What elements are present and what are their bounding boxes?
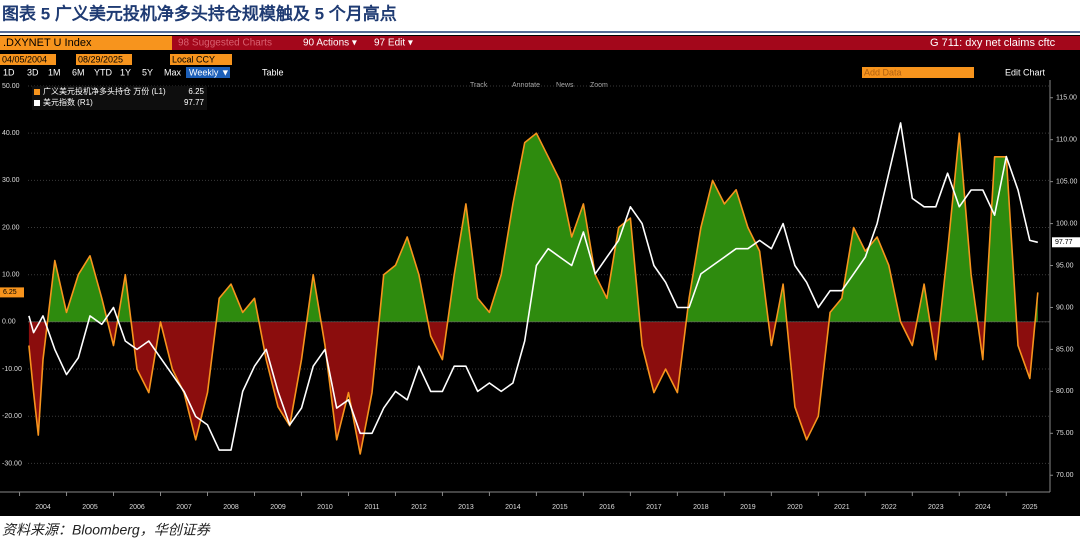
y-tick-label: 0.00 <box>2 319 16 326</box>
y-tick-label: 30.00 <box>2 177 20 184</box>
y-tick-label: -20.00 <box>2 413 22 420</box>
x-tick-label: 2020 <box>787 504 803 511</box>
y-tick-label: 50.00 <box>2 83 20 90</box>
frequency-box[interactable] <box>186 67 230 78</box>
x-tick-label: 2016 <box>599 504 615 511</box>
y-tick-label: -10.00 <box>2 366 22 373</box>
period-button[interactable]: 1Y <box>120 67 131 77</box>
y-tick-label: -30.00 <box>2 460 22 467</box>
chart-tool[interactable]: News <box>556 82 574 89</box>
last-value-label: 6.25 <box>3 289 17 296</box>
period-button[interactable]: 1M <box>48 67 61 77</box>
legend-value: 6.25 <box>188 87 204 96</box>
ticker[interactable]: .DXYNET U Index <box>3 37 92 49</box>
y2-tick-label: 75.00 <box>1056 430 1074 437</box>
y2-tick-label: 90.00 <box>1056 304 1074 311</box>
period-button[interactable]: 3D <box>27 67 39 77</box>
legend-label: 美元指数 (R1) <box>43 97 93 107</box>
currency-box[interactable] <box>170 54 232 65</box>
chart-tool[interactable]: Track <box>470 82 488 89</box>
x-tick-label: 2024 <box>975 504 991 511</box>
edit-menu[interactable]: 97 Edit ▾ <box>374 38 413 49</box>
y-tick-label: 10.00 <box>2 272 20 279</box>
x-tick-label: 2011 <box>364 504 379 511</box>
x-tick-label: 2018 <box>693 504 709 511</box>
currency[interactable]: Local CCY <box>172 54 215 64</box>
period-button[interactable]: 6M <box>72 67 85 77</box>
last-value-tag <box>1052 237 1080 248</box>
x-tick-label: 2005 <box>82 504 98 511</box>
chart-tool[interactable]: Zoom <box>590 82 608 89</box>
series-line <box>28 122 1038 451</box>
chart-tool[interactable]: Annotate <box>512 82 540 89</box>
x-tick-label: 2007 <box>176 504 192 511</box>
x-tick-label: 2023 <box>928 504 944 511</box>
last-value-tag <box>0 287 24 298</box>
area-negative <box>28 321 1036 454</box>
add-data[interactable]: Add Data <box>864 67 902 77</box>
legend-value: 97.77 <box>184 98 205 107</box>
legend-label: 广义美元投机净多头持仓 万份 (L1) <box>43 86 166 96</box>
x-tick-label: 2004 <box>35 504 51 511</box>
y-tick-label: 40.00 <box>2 130 20 137</box>
y2-tick-label: 115.00 <box>1056 95 1077 102</box>
end-date[interactable]: 08/29/2025 <box>78 54 123 64</box>
add-data-box[interactable] <box>862 67 974 78</box>
period-button[interactable]: 1D <box>3 67 15 77</box>
y2-tick-label: 95.00 <box>1056 262 1074 269</box>
y2-tick-label: 70.00 <box>1056 472 1074 479</box>
period-button[interactable]: 5Y <box>142 67 153 77</box>
last-value-label: 97.77 <box>1055 239 1073 246</box>
x-tick-label: 2013 <box>458 504 474 511</box>
actions-menu[interactable]: 90 Actions ▾ <box>303 38 357 49</box>
ticker-bar <box>0 36 172 50</box>
x-tick-label: 2025 <box>1022 504 1038 511</box>
edit-chart[interactable]: Edit Chart <box>1005 67 1046 77</box>
y2-tick-label: 85.00 <box>1056 346 1074 353</box>
x-tick-label: 2017 <box>646 504 662 511</box>
y2-tick-label: 80.00 <box>1056 388 1074 395</box>
area-positive <box>28 133 1038 322</box>
x-tick-label: 2015 <box>552 504 568 511</box>
suggested-charts[interactable]: 98 Suggested Charts <box>178 38 272 49</box>
menu-bar <box>172 36 1080 50</box>
x-tick-label: 2019 <box>740 504 756 511</box>
start-date[interactable]: 04/05/2004 <box>2 54 47 64</box>
legend-swatch <box>34 89 40 95</box>
legend-swatch <box>34 100 40 106</box>
y2-tick-label: 105.00 <box>1056 178 1078 185</box>
period-button[interactable]: YTD <box>94 67 113 77</box>
figure-title: 图表 5 广义美元投机净多头持仓规模触及 5 个月高点 <box>2 3 397 23</box>
start-date-box[interactable] <box>0 54 56 65</box>
x-tick-label: 2008 <box>223 504 239 511</box>
frequency[interactable]: Weekly ▼ <box>189 67 230 77</box>
period-button[interactable]: Max <box>164 67 182 77</box>
x-tick-label: 2009 <box>270 504 286 511</box>
y-tick-label: 20.00 <box>2 224 20 231</box>
x-tick-label: 2014 <box>505 504 521 511</box>
end-date-box[interactable] <box>76 54 132 65</box>
legend-box <box>32 86 207 110</box>
x-tick-label: 2010 <box>317 504 333 511</box>
x-tick-label: 2012 <box>411 504 427 511</box>
x-tick-label: 2022 <box>881 504 897 511</box>
y2-tick-label: 100.00 <box>1056 220 1078 227</box>
x-tick-label: 2006 <box>129 504 145 511</box>
chart-name: G 711: dxy net claims cftc <box>930 37 1056 49</box>
x-tick-label: 2021 <box>834 504 850 511</box>
y2-tick-label: 110.00 <box>1056 137 1077 144</box>
table-button[interactable]: Table <box>262 67 284 77</box>
source-note: 资料来源：Bloomberg，华创证券 <box>2 522 211 538</box>
